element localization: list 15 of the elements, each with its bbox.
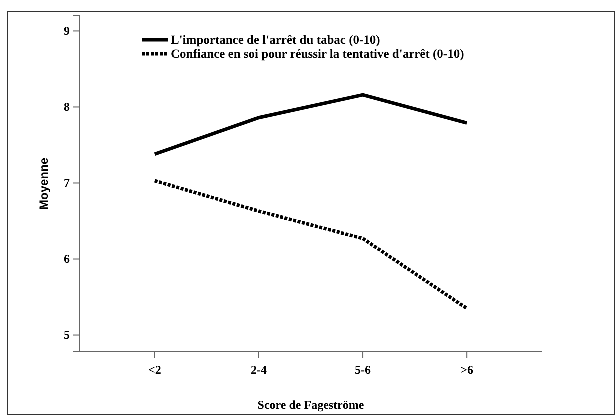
line-series	[153, 93, 469, 156]
y-tick-label: 6	[64, 252, 70, 266]
y-axis-title: Moyenne	[37, 158, 51, 210]
x-tick-label: 5-6	[355, 363, 372, 378]
y-tick-label: 5	[64, 328, 70, 342]
x-tick-label: <2	[148, 363, 162, 378]
y-tick-label: 9	[64, 24, 70, 38]
line-series	[153, 179, 469, 310]
y-tick-label: 7	[64, 176, 70, 190]
x-tick-label: >6	[460, 363, 474, 378]
legend-label: L'importance de l'arrêt du tabac (0-10)	[171, 33, 380, 47]
x-axis-title: Score de Fageströme	[258, 398, 365, 412]
x-tick-label: 2-4	[250, 363, 267, 378]
y-tick-label: 8	[64, 100, 70, 114]
legend-label: Confiance en soi pour réussir la tentative d'arrêt (0-10)	[171, 47, 464, 61]
